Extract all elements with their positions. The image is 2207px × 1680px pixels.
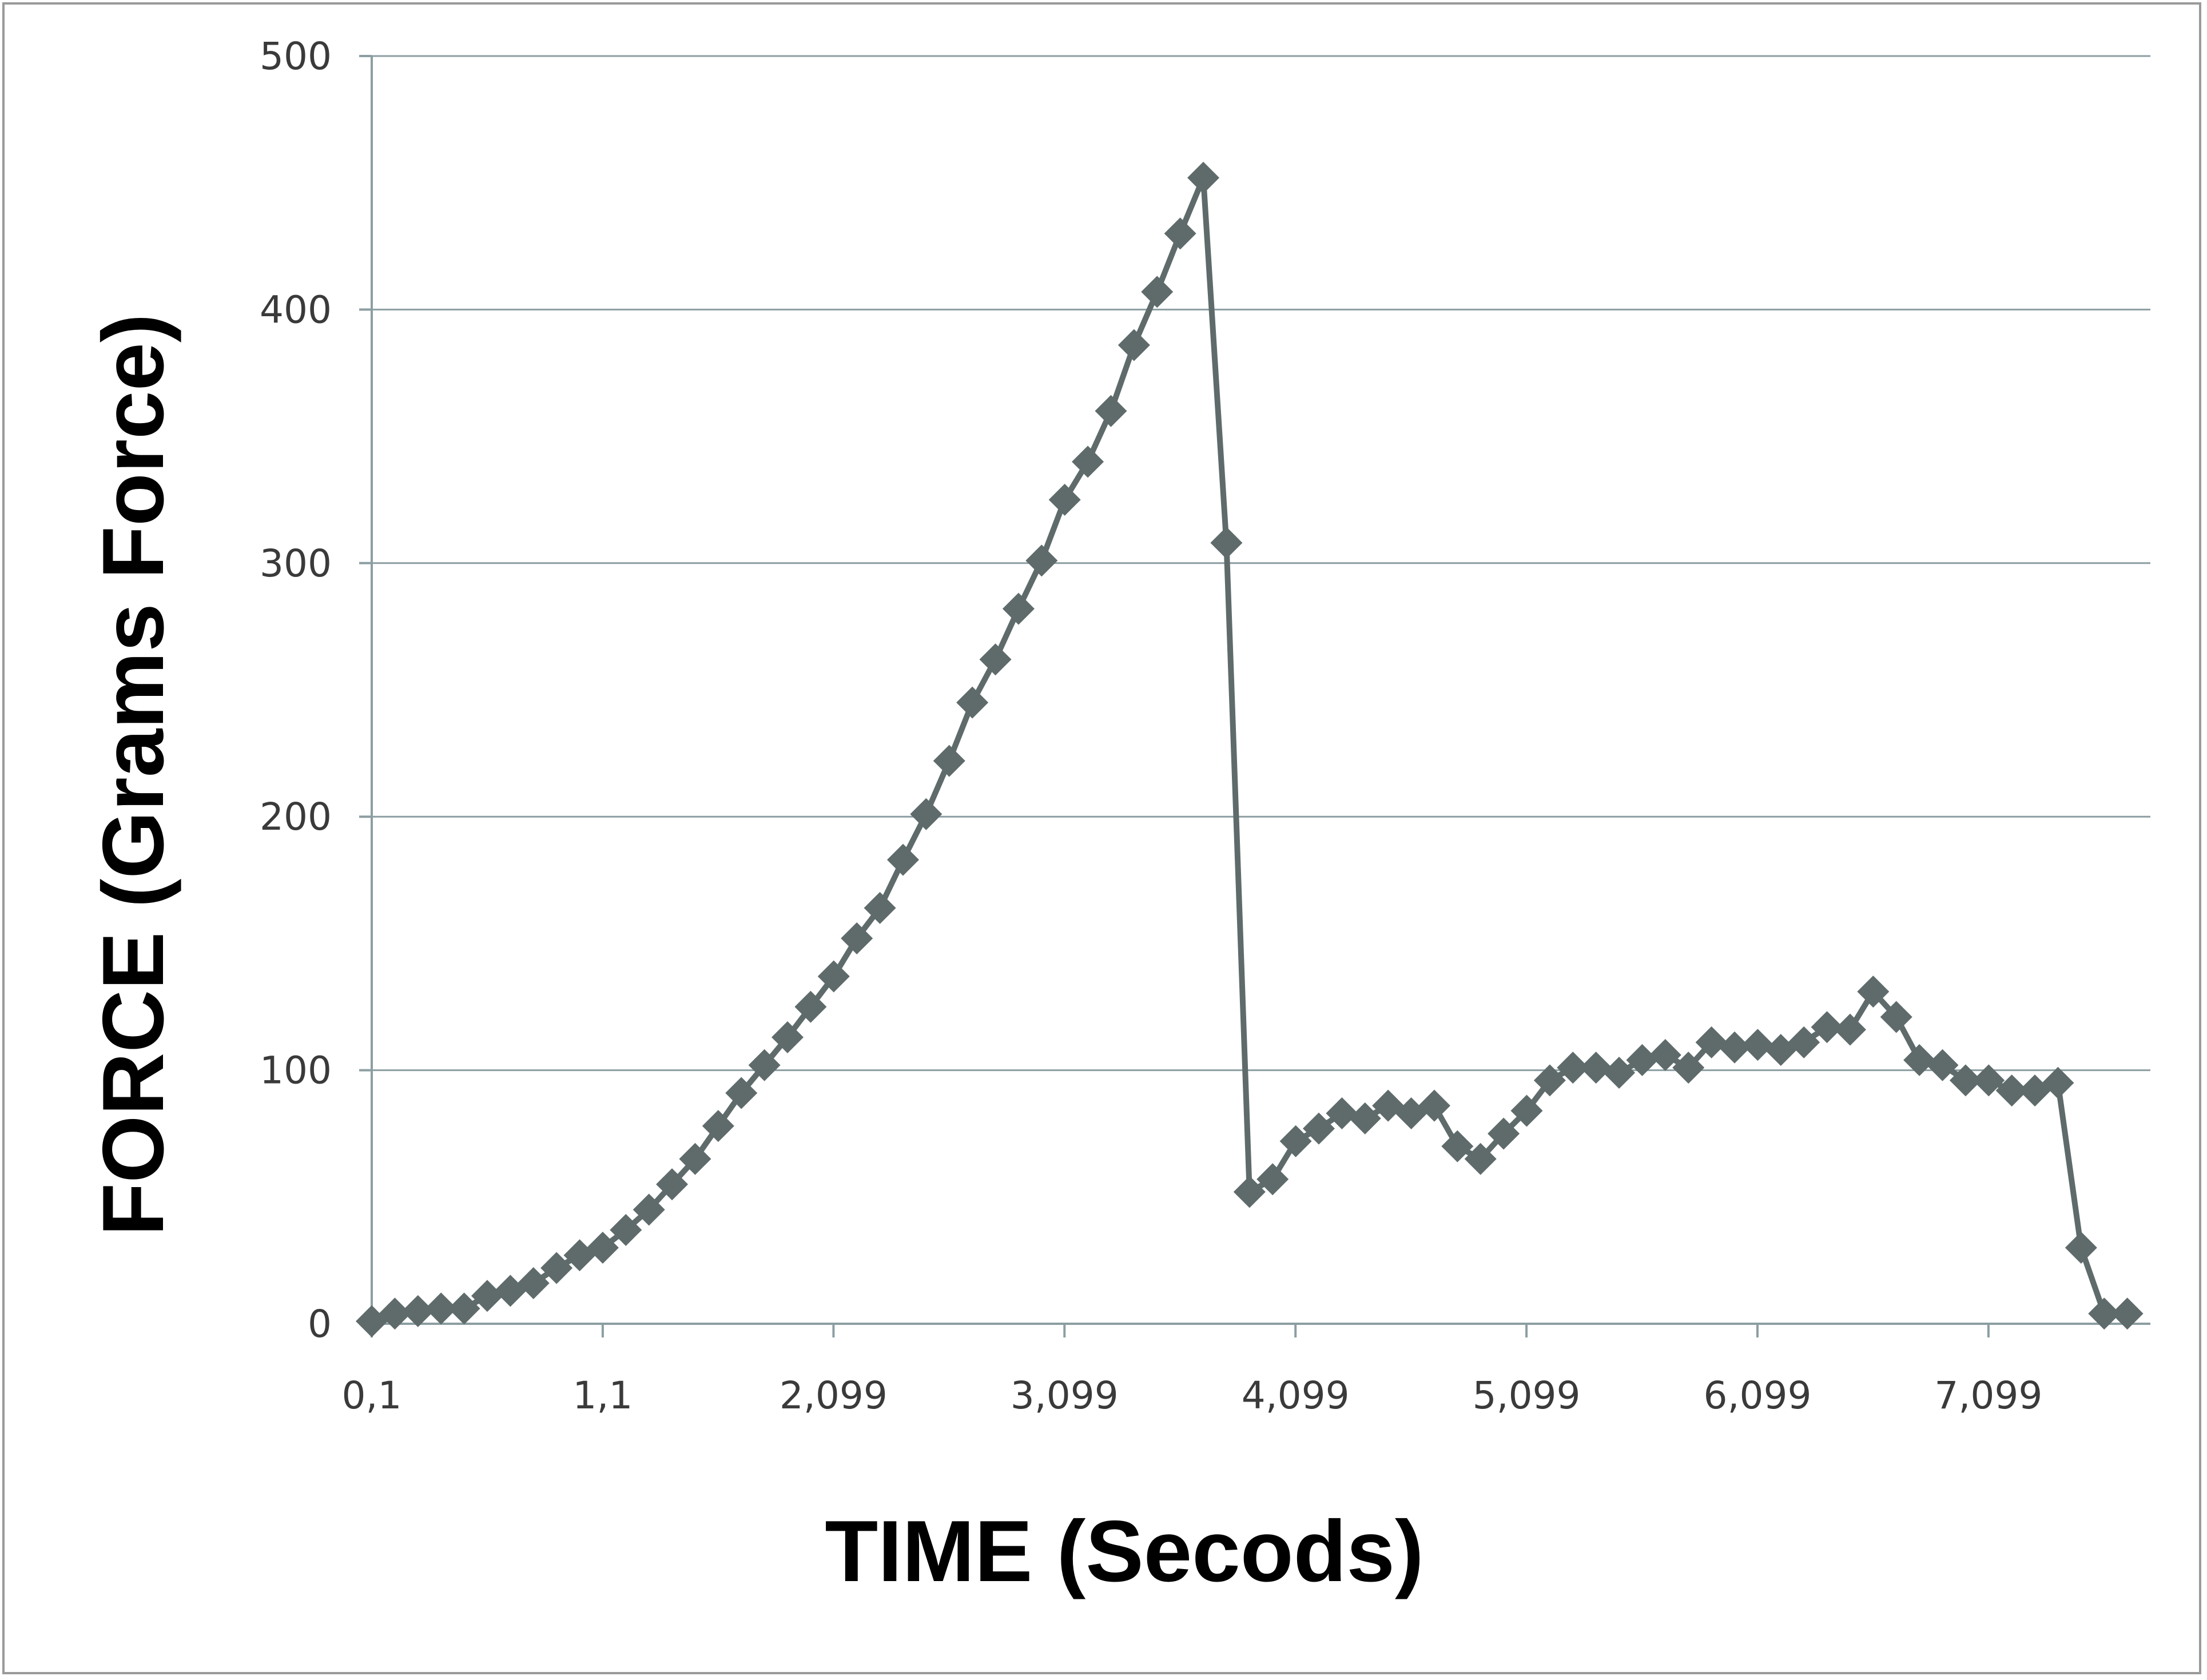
data-point-marker bbox=[1857, 976, 1890, 1008]
data-point-marker bbox=[933, 745, 965, 777]
x-tick-label: 4,099 bbox=[1242, 1374, 1350, 1418]
data-point-marker bbox=[1926, 1049, 1959, 1081]
data-point-marker bbox=[2111, 1297, 2144, 1330]
data-point-marker bbox=[1488, 1117, 1520, 1150]
data-point-marker bbox=[448, 1292, 480, 1325]
data-point-marker bbox=[517, 1267, 550, 1300]
data-point-marker bbox=[610, 1213, 642, 1246]
data-point-marker bbox=[401, 1295, 434, 1327]
data-point-marker bbox=[1464, 1142, 1497, 1175]
data-point-marker bbox=[1995, 1074, 2028, 1107]
data-point-marker bbox=[1048, 483, 1081, 516]
y-axis-title: FORCE (Grams Force) bbox=[85, 313, 182, 1236]
data-point-marker bbox=[2088, 1297, 2121, 1330]
axis-layer bbox=[359, 55, 2150, 1337]
data-point-marker bbox=[1095, 395, 1127, 427]
data-point-marker bbox=[1533, 1064, 1566, 1097]
data-point-marker bbox=[425, 1292, 458, 1325]
data-point-marker bbox=[1834, 1013, 1866, 1046]
data-point-marker bbox=[841, 922, 873, 955]
data-point-marker bbox=[1072, 445, 1104, 478]
data-point-marker bbox=[1557, 1052, 1589, 1084]
x-tick-label: 0,1 bbox=[342, 1374, 402, 1418]
x-axis-title: TIME (Secods) bbox=[825, 1503, 1423, 1600]
data-point-marker bbox=[1973, 1064, 2005, 1097]
data-point-marker bbox=[2065, 1231, 2097, 1264]
x-tick-label: 7,099 bbox=[1934, 1374, 2042, 1418]
data-point-marker bbox=[1349, 1102, 1381, 1134]
data-point-marker bbox=[772, 1021, 804, 1053]
data-point-marker bbox=[633, 1193, 665, 1226]
data-point-marker bbox=[1718, 1031, 1751, 1064]
data-point-marker bbox=[1903, 1044, 1936, 1076]
data-point-marker bbox=[817, 960, 850, 993]
data-point-marker bbox=[1326, 1097, 1358, 1129]
data-point-marker bbox=[1141, 276, 1174, 308]
label-layer: 0 100 200 300 400 500 0,1 1,1 2,099 3,099 4,099 5,0… bbox=[260, 34, 2042, 1418]
data-point-marker bbox=[1510, 1094, 1543, 1127]
data-point-marker bbox=[1626, 1044, 1659, 1076]
data-point-marker bbox=[1649, 1038, 1681, 1071]
data-point-marker bbox=[1118, 329, 1150, 361]
data-point-marker bbox=[2042, 1066, 2074, 1099]
x-tick-label: 5,099 bbox=[1473, 1374, 1581, 1418]
data-point-marker bbox=[1025, 544, 1058, 577]
data-point-marker bbox=[864, 891, 896, 924]
data-point-marker bbox=[1002, 592, 1035, 625]
y-tick-label: 200 bbox=[260, 795, 332, 839]
y-tick-label: 500 bbox=[260, 34, 332, 78]
data-point-marker bbox=[540, 1252, 573, 1284]
data-point-marker bbox=[379, 1297, 411, 1330]
data-point-marker bbox=[702, 1110, 734, 1142]
data-point-marker bbox=[794, 990, 827, 1023]
data-point-marker bbox=[1695, 1026, 1728, 1058]
y-tick-label: 0 bbox=[308, 1302, 332, 1346]
y-tick-label: 400 bbox=[260, 288, 332, 332]
data-point-marker bbox=[1672, 1052, 1705, 1084]
data-point-marker bbox=[1811, 1011, 1843, 1044]
data-point-marker bbox=[1880, 1001, 1912, 1033]
data-point-marker bbox=[679, 1142, 711, 1175]
data-point-marker bbox=[1788, 1026, 1820, 1058]
data-point-marker bbox=[1949, 1064, 1982, 1097]
x-tick-label: 3,099 bbox=[1011, 1374, 1119, 1418]
data-point-marker bbox=[1580, 1052, 1612, 1084]
data-point-marker bbox=[471, 1280, 503, 1312]
data-point-marker bbox=[1741, 1029, 1774, 1061]
data-point-marker bbox=[910, 798, 943, 830]
series-layer bbox=[356, 161, 2144, 1337]
data-point-marker bbox=[1279, 1125, 1312, 1157]
data-point-marker bbox=[1164, 217, 1196, 250]
data-point-marker bbox=[956, 686, 989, 719]
data-point-marker bbox=[1441, 1130, 1474, 1163]
data-point-marker bbox=[1256, 1163, 1289, 1196]
data-point-marker bbox=[979, 643, 1012, 676]
data-point-marker bbox=[886, 843, 919, 876]
data-point-marker bbox=[1187, 161, 1220, 194]
x-tick-label: 2,099 bbox=[780, 1374, 888, 1418]
y-tick-label: 100 bbox=[260, 1049, 332, 1093]
data-point-marker bbox=[586, 1231, 619, 1264]
data-point-marker bbox=[1233, 1176, 1266, 1208]
data-point-marker bbox=[1603, 1057, 1636, 1089]
series-line bbox=[371, 174, 2128, 1324]
x-tick-label: 6,099 bbox=[1703, 1374, 1811, 1418]
data-point-marker bbox=[748, 1049, 781, 1081]
data-point-marker bbox=[725, 1077, 758, 1109]
grid-layer bbox=[372, 55, 2150, 1072]
data-point-marker bbox=[1418, 1089, 1450, 1122]
y-tick-label: 300 bbox=[260, 542, 332, 586]
data-point-marker bbox=[1302, 1112, 1335, 1145]
data-point-marker bbox=[656, 1168, 689, 1201]
data-point-marker bbox=[1210, 527, 1243, 559]
x-tick-label: 1,1 bbox=[572, 1374, 633, 1418]
